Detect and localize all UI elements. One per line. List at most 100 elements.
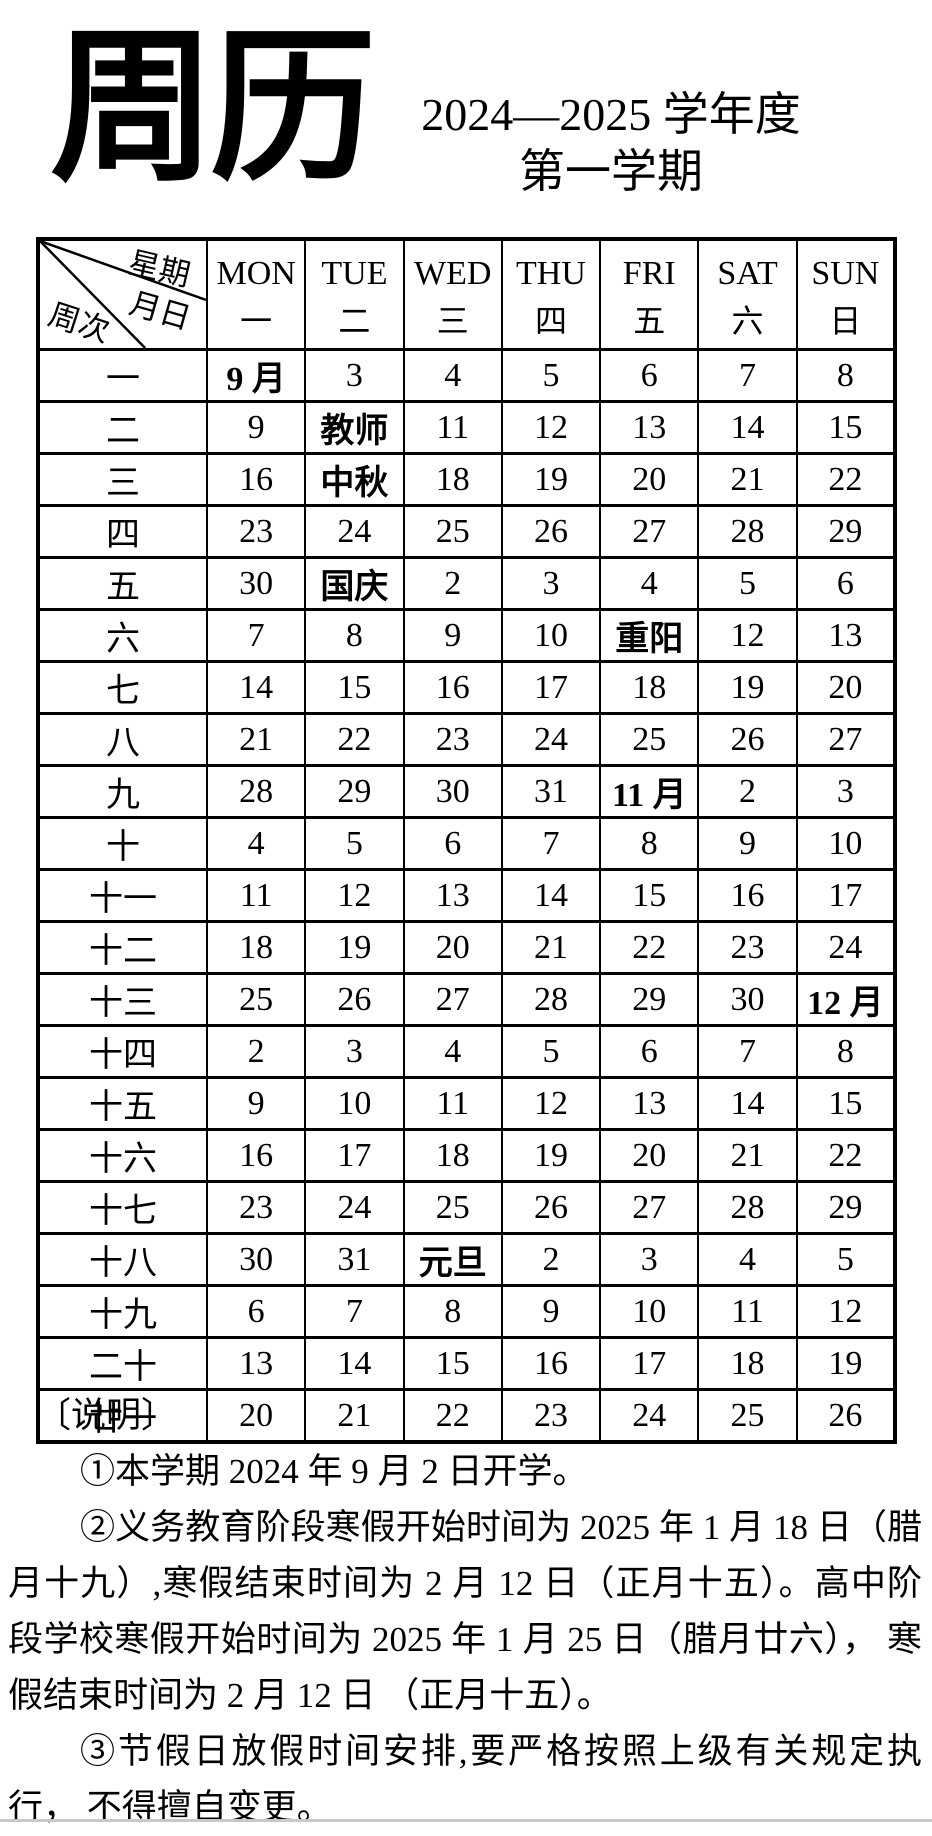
- date-cell: 2: [205, 1024, 307, 1079]
- date-cell: 25: [402, 1180, 503, 1235]
- date-cell: 31: [304, 1232, 405, 1287]
- table-row: 七 14 15 16 17 18 19 20: [37, 660, 897, 715]
- week-number-cell: 十九: [37, 1284, 208, 1339]
- date-cell: 12 月: [795, 972, 897, 1027]
- date-cell: 5: [304, 816, 405, 871]
- table-row: 十四 2 3 4 5 6 7 8: [37, 1024, 897, 1079]
- date-cell: 10: [795, 816, 897, 871]
- date-cell: 27: [795, 712, 897, 767]
- date-cell: 30: [205, 1232, 307, 1287]
- day-en-label: SUN: [811, 254, 880, 292]
- date-cell: 8: [402, 1284, 503, 1339]
- date-cell: 14: [500, 868, 602, 923]
- date-cell: 27: [402, 972, 503, 1027]
- date-cell: 28: [500, 972, 602, 1027]
- date-cell: 20: [205, 1388, 307, 1444]
- date-cell: 26: [304, 972, 405, 1027]
- week-number-cell: 五: [37, 556, 208, 611]
- date-cell: 4: [697, 1232, 798, 1287]
- date-cell: 16: [697, 868, 798, 923]
- day-en-label: THU: [516, 254, 586, 292]
- date-cell: 21: [500, 920, 602, 975]
- date-cell: 13: [205, 1336, 307, 1391]
- week-number-cell: 六: [37, 608, 208, 663]
- table-row: 十三 25 26 27 28 29 30 12 月: [37, 972, 897, 1027]
- semester-label: 第一学期: [519, 146, 703, 197]
- date-cell: 9: [205, 400, 307, 455]
- date-cell: 18: [402, 452, 503, 507]
- date-cell: 23: [500, 1388, 602, 1444]
- date-cell: 28: [205, 764, 307, 819]
- date-cell: 14: [697, 400, 798, 455]
- date-cell: 22: [795, 1128, 897, 1183]
- date-cell: 24: [795, 920, 897, 975]
- date-cell: 8: [795, 1024, 897, 1079]
- date-cell: 29: [304, 764, 405, 819]
- table-row: 十九 6 7 8 9 10 11 12: [37, 1284, 897, 1339]
- date-cell: 19: [500, 452, 602, 507]
- week-number-cell: 十二: [37, 920, 208, 975]
- date-cell: 15: [402, 1336, 503, 1391]
- table-row: 十六 16 17 18 19 20 21 22: [37, 1128, 897, 1183]
- week-number-cell: 九: [37, 764, 208, 819]
- day-column-header-fri: FRI 五: [599, 237, 700, 351]
- date-cell: 17: [795, 868, 897, 923]
- date-cell: 30: [402, 764, 503, 819]
- date-cell: 21: [697, 1128, 798, 1183]
- week-number-cell: 十六: [37, 1128, 208, 1183]
- date-cell: 9: [205, 1076, 307, 1131]
- date-cell: 19: [304, 920, 405, 975]
- notes-heading: 〔说明〕: [36, 1396, 177, 1435]
- date-cell: 4: [402, 1024, 503, 1079]
- day-zh-label: 一: [240, 302, 273, 339]
- date-cell: 3: [304, 1024, 405, 1079]
- date-cell: 29: [795, 504, 897, 559]
- day-zh-label: 六: [731, 302, 764, 339]
- day-column-header-wed: WED 三: [402, 237, 503, 351]
- table-row: 三 16 中秋 18 19 20 21 22: [37, 452, 897, 507]
- week-number-cell: 十五: [37, 1076, 208, 1131]
- date-cell: 16: [205, 1128, 307, 1183]
- week-number-cell: 三: [37, 452, 208, 507]
- date-cell: 18: [402, 1128, 503, 1183]
- date-cell: 9 月: [205, 348, 307, 403]
- date-cell: 27: [599, 1180, 700, 1235]
- date-cell: 20: [599, 1128, 700, 1183]
- subtitle-block: 2024—2025 学年度 第一学期: [340, 86, 882, 200]
- date-cell: 23: [402, 712, 503, 767]
- date-cell: 3: [500, 556, 602, 611]
- week-number-cell: 七: [37, 660, 208, 715]
- date-cell: 25: [697, 1388, 798, 1444]
- date-cell: 8: [599, 816, 700, 871]
- week-number-cell: 二十: [37, 1336, 208, 1391]
- date-cell: 30: [697, 972, 798, 1027]
- date-cell: 20: [599, 452, 700, 507]
- date-cell: 31: [500, 764, 602, 819]
- date-cell: 8: [795, 348, 897, 403]
- date-cell: 5: [500, 1024, 602, 1079]
- date-cell: 26: [697, 712, 798, 767]
- date-cell: 重阳: [599, 608, 700, 663]
- date-cell: 5: [795, 1232, 897, 1287]
- date-cell: 7: [205, 608, 307, 663]
- week-number-cell: 十八: [37, 1232, 208, 1287]
- week-number-cell: 四: [37, 504, 208, 559]
- date-cell: 11: [402, 1076, 503, 1131]
- date-cell: 9: [500, 1284, 602, 1339]
- date-cell: 7: [304, 1284, 405, 1339]
- date-cell: 7: [500, 816, 602, 871]
- week-number-cell: 十: [37, 816, 208, 871]
- date-cell: 元旦: [402, 1232, 503, 1287]
- date-cell: 10: [500, 608, 602, 663]
- table-row: 二十 13 14 15 16 17 18 19: [37, 1336, 897, 1391]
- table-row: 廿一 20 21 22 23 24 25 26: [37, 1388, 897, 1444]
- date-cell: 8: [304, 608, 405, 663]
- date-cell: 24: [304, 504, 405, 559]
- week-number-cell: 八: [37, 712, 208, 767]
- date-cell: 4: [402, 348, 503, 403]
- date-cell: 12: [697, 608, 798, 663]
- date-cell: 国庆: [304, 556, 405, 611]
- date-cell: 12: [304, 868, 405, 923]
